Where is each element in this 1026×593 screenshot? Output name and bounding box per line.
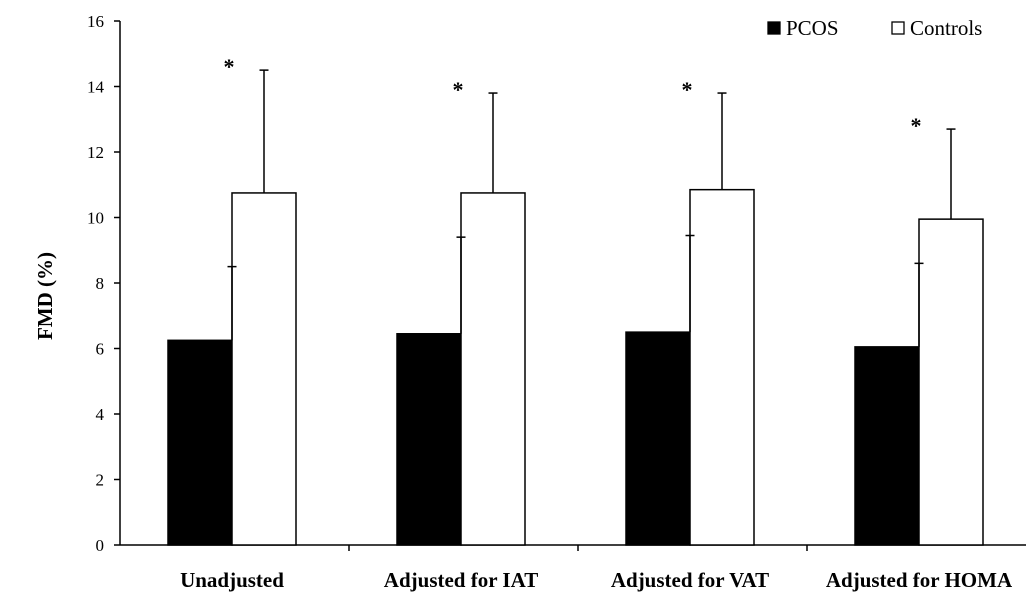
significance-asterisk: *: [224, 54, 235, 79]
y-tick-label: 0: [96, 536, 105, 555]
significance-markers: * * * *: [224, 54, 922, 138]
error-bars: [227, 69, 956, 347]
significance-asterisk: *: [453, 77, 464, 102]
y-tick-label: 14: [87, 78, 105, 97]
legend-label-controls: Controls: [910, 16, 982, 40]
legend-swatch-controls: [891, 21, 905, 35]
controls-bar: [460, 192, 526, 546]
x-category-label: Adjusted for HOMA: [826, 568, 1013, 592]
x-axis: Unadjusted Adjusted for IAT Adjusted for V…: [120, 544, 1026, 592]
y-tick-label: 2: [96, 471, 105, 490]
controls-bar: [231, 192, 297, 546]
y-tick-label: 8: [96, 274, 105, 293]
y-tick-label: 10: [87, 209, 104, 228]
x-category-label: Adjusted for VAT: [611, 568, 769, 592]
pcos-bar: [854, 346, 920, 546]
legend-swatch-pcos: [767, 21, 781, 35]
y-tick-label: 6: [96, 340, 105, 359]
legend: PCOS Controls: [767, 16, 982, 40]
x-category-label: Adjusted for IAT: [384, 568, 538, 592]
controls-bar: [918, 218, 984, 546]
controls-bar: [689, 188, 755, 546]
x-category-label: Unadjusted: [180, 568, 284, 592]
y-axis: 0 2 4 6 8 10 12 14 16: [87, 12, 121, 555]
pcos-bar: [167, 339, 233, 546]
y-tick-label: 16: [87, 12, 104, 31]
y-tick-label: 12: [87, 143, 104, 162]
y-axis-title: FMD (%): [33, 252, 57, 340]
bars: [167, 188, 984, 546]
significance-asterisk: *: [911, 113, 922, 138]
y-tick-label: 4: [96, 405, 105, 424]
legend-label-pcos: PCOS: [786, 16, 839, 40]
pcos-bar: [625, 331, 691, 546]
pcos-bar: [396, 333, 462, 546]
significance-asterisk: *: [682, 77, 693, 102]
